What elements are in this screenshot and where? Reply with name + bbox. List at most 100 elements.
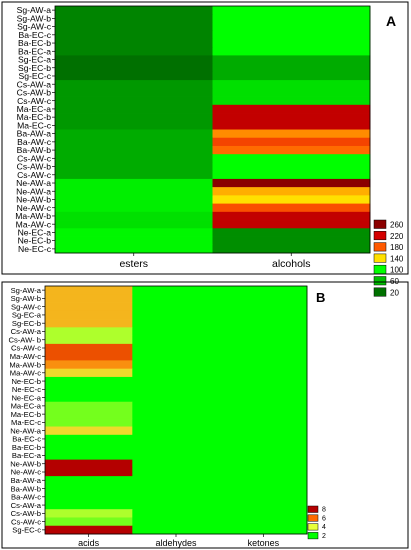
legend-label: 180 bbox=[390, 243, 404, 252]
row-label: Ma-EC-c bbox=[11, 418, 41, 427]
heatmap-cell bbox=[132, 500, 221, 510]
row-label: Ba-EC-a bbox=[18, 46, 51, 56]
heatmap-cell bbox=[45, 401, 133, 411]
heatmap-cell bbox=[45, 376, 133, 386]
heatmap-cell bbox=[212, 195, 371, 204]
panel-frame bbox=[1, 281, 409, 549]
heatmap-cell bbox=[212, 30, 371, 40]
legend-label: 140 bbox=[390, 254, 404, 263]
heatmap-cell bbox=[55, 6, 213, 15]
heatmap-cell bbox=[45, 360, 133, 370]
heatmap-cell bbox=[212, 47, 371, 56]
heatmap-cell bbox=[212, 113, 371, 122]
heatmap-cell bbox=[55, 14, 213, 23]
heatmap-cell bbox=[45, 517, 133, 527]
heatmap-cell bbox=[132, 393, 221, 403]
heatmap-cell bbox=[219, 286, 308, 295]
heatmap-cell bbox=[55, 211, 213, 221]
heatmap-cell bbox=[212, 96, 371, 106]
legend-label: 8 bbox=[322, 507, 326, 514]
row-label: Ma-AW-c bbox=[16, 219, 52, 229]
legend-swatch bbox=[373, 253, 387, 263]
heatmap-cell bbox=[219, 484, 308, 494]
row-label: Ma-AW-c bbox=[10, 352, 41, 361]
heatmap-cell bbox=[55, 55, 213, 65]
panel-b: Sg-AW-aSg-AW-bSg-AW-cSg-EC-aSg-EC-bCs-AW… bbox=[1, 281, 409, 549]
row-label: Ma-EC-b bbox=[11, 410, 41, 419]
heatmap-cell bbox=[55, 22, 213, 32]
row-label: Sg-AW-b bbox=[17, 13, 52, 23]
heatmap-cell bbox=[45, 509, 133, 518]
row-label: Ma-EC-a bbox=[17, 104, 52, 114]
heatmap-cell bbox=[45, 426, 133, 436]
heatmap-cell bbox=[132, 525, 221, 535]
heatmap-cell bbox=[212, 187, 371, 196]
heatmap-cell bbox=[45, 352, 133, 361]
heatmap-cell bbox=[132, 302, 221, 312]
heatmap-cell bbox=[132, 467, 221, 477]
heatmap-cell bbox=[55, 244, 213, 254]
legend-label: 100 bbox=[390, 266, 404, 275]
heatmap-cell bbox=[45, 335, 133, 345]
heatmap-cell bbox=[219, 426, 308, 436]
heatmap-cell bbox=[132, 294, 221, 303]
row-label: Ne-EC-b bbox=[11, 377, 41, 386]
heatmap-cell bbox=[219, 302, 308, 312]
row-label: Sg-AW-b bbox=[11, 294, 41, 303]
legend-label: 260 bbox=[390, 221, 404, 230]
heatmap-cell bbox=[132, 451, 221, 460]
row-label: Cs-AW-c bbox=[17, 96, 52, 106]
heatmap-cell bbox=[212, 38, 371, 48]
row-label: Sg-AW-c bbox=[17, 22, 52, 32]
row-label: Cs-AW-b bbox=[17, 88, 52, 98]
row-label: Sg-AW-c bbox=[11, 302, 41, 311]
row-label: Ne-AW-b bbox=[10, 459, 41, 468]
heatmap-cell bbox=[45, 418, 133, 427]
legend-swatch bbox=[373, 219, 387, 229]
heatmap-cell bbox=[219, 459, 308, 469]
row-label: Ba-EC-b bbox=[12, 443, 41, 452]
column-label: aldehydes bbox=[155, 538, 197, 548]
heatmap-cell bbox=[219, 368, 308, 378]
heatmap-cell bbox=[219, 525, 308, 535]
heatmap-cell bbox=[55, 71, 213, 81]
row-label: Ne-AW-c bbox=[11, 468, 42, 477]
heatmap-cell bbox=[212, 220, 371, 229]
heatmap-cell bbox=[55, 178, 213, 188]
heatmap-cell bbox=[132, 368, 221, 378]
heatmap-cell bbox=[132, 426, 221, 436]
row-label: Ba-AW-c bbox=[11, 493, 41, 502]
heatmap-cell bbox=[219, 319, 308, 328]
heatmap-cell bbox=[212, 170, 371, 180]
row-label: Cs-AW-a bbox=[11, 327, 42, 336]
legend-swatch bbox=[373, 264, 387, 274]
legend-swatch bbox=[307, 514, 319, 522]
row-label: Ne-AW-c bbox=[17, 203, 52, 213]
heatmap-cell bbox=[219, 294, 308, 303]
heatmap-cell bbox=[132, 434, 221, 444]
column-label: alcohols bbox=[272, 258, 311, 270]
heatmap-cell bbox=[132, 376, 221, 386]
heatmap-cell bbox=[219, 443, 308, 452]
heatmap-cell bbox=[212, 178, 371, 188]
heatmap-cell bbox=[55, 203, 213, 213]
heatmap-cell bbox=[55, 38, 213, 48]
heatmap-cell bbox=[45, 286, 133, 295]
heatmap-cell bbox=[55, 47, 213, 56]
row-label: Ba-EC-c bbox=[19, 30, 52, 40]
row-label: Sg-EC-c bbox=[12, 526, 41, 535]
heatmap-cell bbox=[55, 145, 213, 155]
heatmap-cell bbox=[132, 443, 221, 452]
heatmap-cell bbox=[45, 368, 133, 378]
row-label: Ma-EC-c bbox=[17, 120, 52, 130]
heatmap-cell bbox=[55, 162, 213, 172]
row-label: Ma-AW-b bbox=[9, 360, 41, 369]
heatmap-cell bbox=[55, 30, 213, 40]
plot-border bbox=[54, 5, 371, 254]
heatmap-cell bbox=[212, 211, 371, 221]
heatmap-cell bbox=[55, 129, 213, 139]
heatmap-cell bbox=[55, 228, 213, 237]
heatmap-cell bbox=[45, 393, 133, 403]
row-label: Cs-AW-c bbox=[11, 344, 41, 353]
row-label: Cs-AW-c bbox=[17, 170, 52, 180]
